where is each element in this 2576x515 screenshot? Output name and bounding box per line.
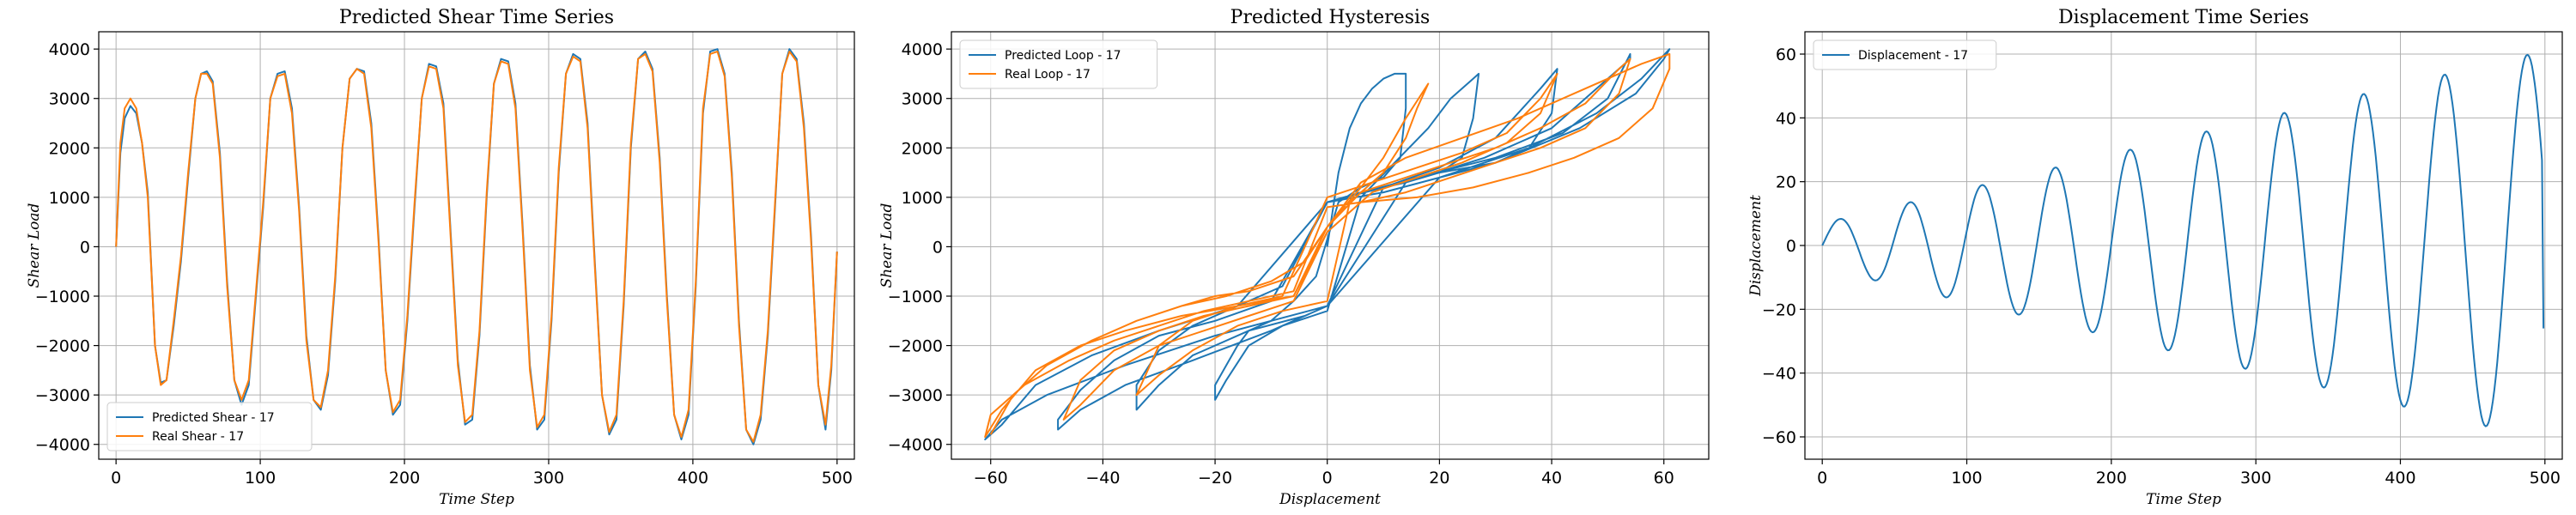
legend-box	[1813, 39, 1997, 70]
x-tick-label: 20	[1429, 469, 1449, 488]
x-tick-label: 300	[533, 469, 564, 488]
y-axis-label: Shear Load	[26, 203, 43, 288]
y-tick-label: 60	[1776, 45, 1796, 64]
series-line-0	[984, 48, 1671, 440]
x-tick-label: −60	[974, 469, 1008, 488]
x-tick-label: −40	[1085, 469, 1120, 488]
chart-displacement-time-series: 0 100 200 300 400 500 −60 −40 −20 0 20 40 60 Displace…	[1747, 7, 2563, 508]
series-group	[984, 48, 1671, 440]
x-axis-label: Time Step	[2146, 491, 2221, 508]
y-tick-label: 20	[1776, 173, 1796, 192]
legend: Predicted Shear - 17 Real Shear - 17	[106, 402, 313, 451]
series-line-1	[115, 51, 838, 443]
legend: Predicted Loop - 17 Real Loop - 17	[959, 39, 1158, 89]
x-tick-label: 400	[677, 469, 708, 488]
x-axis-label: Displacement	[1279, 491, 1381, 508]
y-tick-label: −3000	[888, 386, 943, 405]
x-tick-label: 60	[1654, 469, 1674, 488]
chart-shear-time-series: 0 100 200 300 400 500 −4000 −3000 −2000 −1000 0 100…	[26, 7, 855, 508]
grid	[951, 32, 1709, 459]
y-tick-label: 1000	[49, 189, 90, 208]
y-tick-label: −4000	[35, 436, 90, 455]
legend-box	[106, 402, 313, 451]
legend-label: Predicted Loop - 17	[1005, 49, 1121, 63]
x-tick-label: 100	[1951, 469, 1982, 488]
x-tick-label: 500	[2530, 469, 2561, 488]
y-tick-label: 4000	[49, 40, 90, 59]
y-tick-label: 0	[933, 238, 943, 257]
chart-title: Predicted Hysteresis	[1230, 7, 1431, 28]
grid	[1805, 32, 2562, 459]
y-tick-label: −2000	[888, 337, 943, 356]
legend-label: Predicted Shear - 17	[152, 411, 275, 425]
y-tick-label: −1000	[888, 288, 943, 306]
y-tick-label: 3000	[49, 90, 90, 109]
y-tick-label: −1000	[35, 288, 90, 306]
series-line-0	[1821, 53, 2545, 427]
y-tick-label: 1000	[902, 189, 943, 208]
legend: Displacement - 17	[1813, 39, 1997, 70]
y-tick-label: −4000	[888, 436, 943, 455]
y-tick-label: 3000	[902, 90, 943, 109]
chart-title: Predicted Shear Time Series	[339, 7, 614, 28]
x-tick-label: −20	[1198, 469, 1232, 488]
y-tick-label: 40	[1776, 109, 1796, 128]
x-tick-label: 100	[245, 469, 276, 488]
axes-frame	[98, 31, 855, 460]
x-tick-label: 200	[389, 469, 420, 488]
y-axis-label: Displacement	[1747, 195, 1765, 297]
y-tick-label: 2000	[902, 139, 943, 158]
legend-label: Displacement - 17	[1858, 49, 1968, 63]
chart-hysteresis: −60 −40 −20 0 20 40 60 −4000 −3000 −2000 −1000 0 100…	[878, 7, 1710, 508]
y-tick-label: 4000	[902, 40, 943, 59]
y-axis-label: Shear Load	[878, 203, 896, 288]
legend-box	[959, 39, 1158, 89]
x-tick-label: 40	[1541, 469, 1562, 488]
y-tick-label: −60	[1762, 428, 1796, 447]
series-group	[1821, 53, 2545, 427]
x-tick-label: 0	[111, 469, 121, 488]
x-tick-label: 0	[1322, 469, 1333, 488]
x-tick-label: 300	[2240, 469, 2271, 488]
series-line-1	[984, 52, 1671, 439]
x-tick-label: 500	[822, 469, 853, 488]
x-tick-label: 400	[2385, 469, 2415, 488]
y-tick-label: −40	[1762, 365, 1796, 384]
y-tick-label: 0	[80, 238, 90, 257]
grid	[99, 32, 854, 459]
y-tick-label: −20	[1762, 300, 1796, 319]
y-tick-label: 0	[1786, 237, 1796, 256]
y-tick-label: −2000	[35, 337, 90, 356]
y-tick-label: 2000	[49, 139, 90, 158]
x-tick-label: 200	[2096, 469, 2127, 488]
y-tick-label: −3000	[35, 386, 90, 405]
x-tick-label: 0	[1817, 469, 1827, 488]
axes-frame	[951, 31, 1710, 460]
series-group	[115, 48, 838, 445]
x-axis-label: Time Step	[439, 491, 514, 508]
chart-title: Displacement Time Series	[2058, 7, 2309, 28]
legend-label: Real Loop - 17	[1005, 68, 1091, 82]
legend-label: Real Shear - 17	[152, 430, 244, 444]
